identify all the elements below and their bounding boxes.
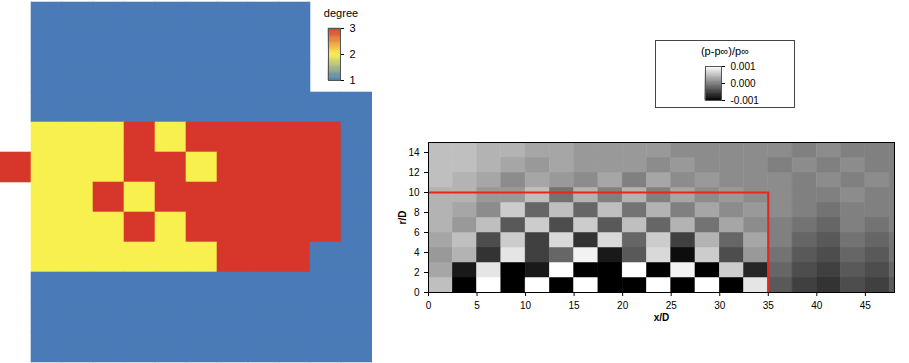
svg-text:15: 15 <box>569 300 581 311</box>
svg-text:35: 35 <box>763 300 775 311</box>
svg-text:6: 6 <box>414 227 420 238</box>
svg-text:10: 10 <box>408 187 420 198</box>
svg-text:3: 3 <box>350 22 356 34</box>
svg-text:2: 2 <box>414 267 420 278</box>
svg-text:x/D: x/D <box>654 312 670 323</box>
svg-text:4: 4 <box>414 247 420 258</box>
svg-text:1: 1 <box>350 74 356 86</box>
svg-text:10: 10 <box>520 300 532 311</box>
svg-text:0.000: 0.000 <box>731 78 756 89</box>
svg-text:40: 40 <box>811 300 823 311</box>
svg-text:0: 0 <box>426 300 432 311</box>
svg-text:45: 45 <box>860 300 872 311</box>
svg-text:12: 12 <box>408 167 420 178</box>
svg-text:5: 5 <box>474 300 480 311</box>
svg-text:14: 14 <box>408 147 420 158</box>
svg-text:0: 0 <box>414 287 420 298</box>
html-text:degree: degree <box>323 7 359 19</box>
svg-text:2: 2 <box>350 48 356 60</box>
svg-text:30: 30 <box>714 300 726 311</box>
svg-text:0.001: 0.001 <box>731 61 756 72</box>
svg-text:-0.001: -0.001 <box>731 95 760 106</box>
html-text:(p-p∞)/p∞: (p-p∞)/p∞ <box>701 45 749 57</box>
svg-text:r/D: r/D <box>397 211 408 225</box>
svg-text:20: 20 <box>617 300 629 311</box>
svg-text:25: 25 <box>666 300 678 311</box>
svg-text:8: 8 <box>414 207 420 218</box>
